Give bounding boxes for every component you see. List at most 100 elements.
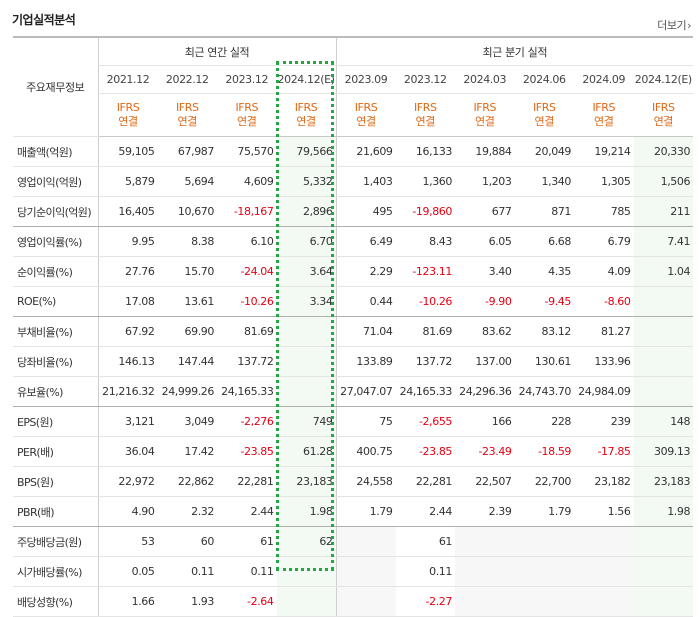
value-cell: 24,743.70: [514, 376, 575, 407]
value-cell: 6.10: [217, 226, 277, 257]
ifrs-header: IFRS 연결: [514, 93, 575, 137]
value-cell: 148: [633, 406, 694, 437]
value-cell: 3.64: [276, 256, 337, 287]
value-cell: -23.85: [395, 436, 456, 467]
value-cell: 75: [335, 406, 396, 437]
row-label: 당기순이익(억원): [13, 196, 98, 227]
value-cell: 20,049: [514, 136, 575, 167]
ifrs-label: IFRS: [354, 101, 378, 114]
value-cell: 137.72: [395, 346, 456, 377]
consolidated-label: 연결: [118, 115, 138, 128]
value-cell: 1.79: [514, 496, 575, 527]
value-cell: 75,570: [217, 136, 277, 167]
value-cell: [335, 556, 396, 587]
value-cell: [455, 556, 515, 587]
row-header-label: 주요재무정보: [13, 36, 98, 137]
value-cell: [633, 526, 694, 557]
table-row: 주당배당금(원) 53 60 61 62 61: [13, 526, 694, 557]
value-cell: 8.38: [157, 226, 217, 257]
value-cell: [633, 586, 694, 617]
table-row: 영업이익률(%) 9.95 8.38 6.10 6.70 6.49 8.43 6.05 6.68…: [13, 226, 694, 257]
quarter-group-header: 최근 분기 실적: [335, 36, 694, 66]
table-row: 당기순이익(억원) 16,405 10,670 -18,167 2,896 495 -19,…: [13, 196, 694, 227]
value-cell: -18.59: [514, 436, 575, 467]
consolidated-label: 연결: [356, 115, 376, 128]
period-header-row: 2021.12 2022.12 2023.12 2024.12(E) 2023.09 20…: [13, 65, 694, 94]
value-cell: 24,165.33: [217, 376, 277, 407]
value-cell: 2.32: [157, 496, 217, 527]
value-cell: -17.85: [574, 436, 634, 467]
table-row: 매출액(억원) 59,105 67,987 75,570 79,566 21,609 16,…: [13, 136, 694, 167]
value-cell: [574, 556, 634, 587]
value-cell: 0.11: [157, 556, 217, 587]
more-link[interactable]: 더보기›: [657, 17, 691, 33]
row-label: ROE(%): [13, 286, 98, 317]
value-cell: 2.44: [395, 496, 456, 527]
value-cell: 27,047.07: [335, 376, 396, 407]
value-cell: 495: [335, 196, 396, 227]
period-header: 2024.12(E): [276, 65, 337, 94]
value-cell: 83.12: [514, 316, 575, 347]
value-cell: 69.90: [157, 316, 217, 347]
ifrs-label: IFRS: [592, 101, 616, 114]
value-cell: 0.11: [217, 556, 277, 587]
value-cell: [276, 346, 337, 377]
value-cell: [633, 376, 694, 407]
value-cell: 24,984.09: [574, 376, 634, 407]
row-label: PBR(배): [13, 496, 98, 527]
value-cell: 5,694: [157, 166, 217, 197]
value-cell: [455, 586, 515, 617]
value-cell: -9.90: [455, 286, 515, 317]
value-cell: 20,330: [633, 136, 694, 167]
value-cell: 5,332: [276, 166, 337, 197]
row-label: 주당배당금(원): [13, 526, 98, 557]
value-cell: 400.75: [335, 436, 396, 467]
value-cell: 1.98: [276, 496, 337, 527]
ifrs-header-row: IFRS 연결 IFRS 연결 IFRS 연결 IFRS 연결 IFRS 연결 IFRS 연결 IFRS…: [13, 93, 694, 137]
value-cell: -2,276: [217, 406, 277, 437]
ifrs-header: IFRS 연결: [335, 93, 396, 137]
ifrs-header: IFRS 연결: [574, 93, 634, 137]
value-cell: 133.96: [574, 346, 634, 377]
ifrs-header: IFRS 연결: [97, 93, 158, 137]
value-cell: 1,305: [574, 166, 634, 197]
value-cell: [276, 316, 337, 347]
value-cell: -23.85: [217, 436, 277, 467]
value-cell: 749: [276, 406, 337, 437]
value-cell: -23.49: [455, 436, 515, 467]
value-cell: 23,183: [633, 466, 694, 497]
more-label[interactable]: 더보기: [657, 19, 687, 32]
value-cell: 24,165.33: [395, 376, 456, 407]
annual-group-header: 최근 연간 실적: [97, 36, 337, 66]
consolidated-label: 연결: [653, 115, 674, 128]
consolidated-label: 연결: [594, 115, 614, 128]
value-cell: 0.44: [335, 286, 396, 317]
row-label: 당좌비율(%): [13, 346, 98, 377]
value-cell: 16,405: [97, 196, 158, 227]
value-cell: -19,860: [395, 196, 456, 227]
value-cell: 60: [157, 526, 217, 557]
value-cell: [633, 286, 694, 317]
value-cell: 0.11: [395, 556, 456, 587]
table-row: PBR(배) 4.90 2.32 2.44 1.98 1.79 2.44 2.39 1.79 1.…: [13, 496, 694, 527]
value-cell: 146.13: [97, 346, 158, 377]
period-header: 2024.03: [455, 65, 515, 94]
value-cell: 309.13: [633, 436, 694, 467]
ifrs-label: IFRS: [294, 101, 318, 114]
row-label: 시가배당률(%): [13, 556, 98, 587]
ifrs-label: IFRS: [652, 101, 675, 114]
value-cell: 22,281: [395, 466, 456, 497]
value-cell: 24,558: [335, 466, 396, 497]
value-cell: 3,049: [157, 406, 217, 437]
value-cell: 3.40: [455, 256, 515, 287]
value-cell: 15.70: [157, 256, 217, 287]
value-cell: 22,700: [514, 466, 575, 497]
period-header: 2023.09: [335, 65, 396, 94]
value-cell: 13.61: [157, 286, 217, 317]
value-cell: -123.11: [395, 256, 456, 287]
table-row: 시가배당률(%) 0.05 0.11 0.11 0.11: [13, 556, 694, 587]
consolidated-label: 연결: [534, 115, 555, 128]
value-cell: 22,862: [157, 466, 217, 497]
value-cell: 785: [574, 196, 634, 227]
value-cell: -2.64: [217, 586, 277, 617]
